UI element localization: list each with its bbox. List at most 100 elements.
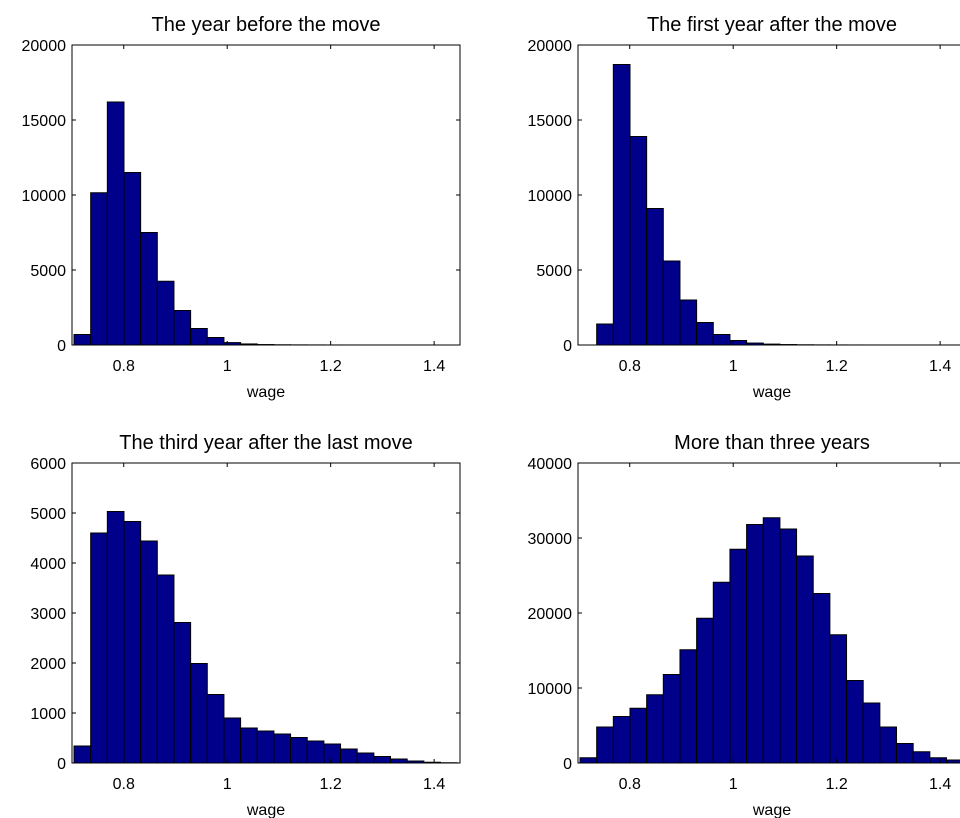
histogram-bar <box>141 233 158 346</box>
histogram-bar <box>597 324 614 345</box>
x-tick-label: 1.4 <box>423 776 445 793</box>
y-tick-label: 0 <box>57 338 66 355</box>
histogram-bar <box>647 695 664 763</box>
histogram-bar <box>647 209 664 346</box>
histogram-bar <box>613 717 630 764</box>
histogram-bar <box>274 734 291 763</box>
histogram-bar <box>913 752 930 763</box>
bars-group <box>74 512 457 764</box>
histogram-bar <box>663 261 680 345</box>
x-tick-label: 0.8 <box>619 358 641 375</box>
y-tick-label: 20000 <box>528 38 573 55</box>
x-axis-label: wage <box>246 384 285 401</box>
histogram-bar <box>224 718 241 763</box>
x-axis-label: wage <box>246 802 285 818</box>
histogram-bar <box>291 738 308 764</box>
x-tick-label: 0.8 <box>113 358 135 375</box>
subplot-before-move: The year before the move wage 0.8 1 1.2 1.4… <box>22 14 461 401</box>
histogram-bar <box>680 300 697 345</box>
histogram-bar <box>613 65 630 346</box>
subplot-third-year-after: The third year after the last move wage … <box>30 432 460 818</box>
y-tick-label: 15000 <box>22 113 67 130</box>
histogram-bar <box>207 338 224 346</box>
x-tick-label: 1.2 <box>320 358 342 375</box>
y-tick-label: 20000 <box>22 38 67 55</box>
histogram-bar <box>91 533 108 763</box>
histogram-bar <box>580 758 597 763</box>
chart-title: The year before the move <box>151 14 380 36</box>
histogram-bar <box>930 758 947 763</box>
histogram-bar <box>74 335 91 346</box>
y-tick-label: 30000 <box>528 531 573 548</box>
histogram-bar <box>241 728 258 763</box>
histogram-bar <box>630 708 647 763</box>
histogram-bar <box>374 757 391 764</box>
y-tick-label: 6000 <box>30 456 66 473</box>
bars-group <box>580 518 960 763</box>
x-axis-label: wage <box>752 802 791 818</box>
y-tick-label: 15000 <box>528 113 573 130</box>
chart-title: The first year after the move <box>647 14 897 36</box>
histogram-bar <box>863 703 880 763</box>
y-tick-label: 10000 <box>528 681 573 698</box>
histogram-bar <box>813 594 830 764</box>
subplot-more-than-three-years: More than three years wage 0.8 1 1.2 1.4 0 10… <box>528 432 960 818</box>
x-tick-label: 1 <box>223 358 232 375</box>
y-tick-label: 0 <box>563 338 572 355</box>
y-tick-label: 40000 <box>528 456 573 473</box>
x-tick-label: 1 <box>223 776 232 793</box>
histogram-bar <box>847 681 864 764</box>
histogram-bar <box>697 618 714 763</box>
histogram-bar <box>174 623 191 764</box>
histogram-bar <box>357 753 374 763</box>
histogram-bar <box>713 335 730 346</box>
histogram-bar <box>91 193 108 345</box>
histogram-bar <box>191 664 208 764</box>
y-tick-label: 5000 <box>30 263 66 280</box>
x-tick-label: 0.8 <box>113 776 135 793</box>
histogram-bar <box>391 759 408 763</box>
x-tick-label: 1 <box>729 776 738 793</box>
histogram-bar <box>897 744 914 764</box>
histogram-bar <box>663 675 680 764</box>
chart-title: The third year after the last move <box>119 432 412 454</box>
x-axis-label: wage <box>752 384 791 401</box>
y-tick-label: 4000 <box>30 556 66 573</box>
histogram-bar <box>124 522 141 764</box>
histogram-bar <box>257 731 274 763</box>
histogram-bar <box>107 102 124 345</box>
chart-title: More than three years <box>674 432 870 454</box>
y-tick-label: 5000 <box>536 263 572 280</box>
histogram-bar <box>880 727 897 763</box>
histogram-bar <box>107 512 124 764</box>
y-tick-label: 20000 <box>528 606 573 623</box>
y-tick-label: 0 <box>57 756 66 773</box>
ticks-group: 0.8 1 1.2 1.4 0 5000 10000 15000 20000 <box>22 38 461 375</box>
histogram-bar <box>763 518 780 763</box>
histogram-bar <box>730 341 747 346</box>
histogram-bar <box>780 529 797 763</box>
histogram-bar <box>797 556 814 763</box>
histogram-bar <box>157 281 174 345</box>
x-tick-label: 1.2 <box>826 358 848 375</box>
subplot-first-year-after: The first year after the move wage 0.8 1 1… <box>528 14 960 401</box>
y-tick-label: 5000 <box>30 506 66 523</box>
histogram-bar <box>74 746 91 763</box>
x-tick-label: 1 <box>729 358 738 375</box>
x-tick-label: 0.8 <box>619 776 641 793</box>
histogram-bar <box>630 137 647 346</box>
y-tick-label: 3000 <box>30 606 66 623</box>
x-tick-label: 1.4 <box>929 358 951 375</box>
histogram-bar <box>680 650 697 763</box>
histogram-bar <box>174 311 191 346</box>
histogram-bar <box>324 744 341 763</box>
ticks-group: 0.8 1 1.2 1.4 0 5000 10000 15000 20000 <box>528 38 960 375</box>
histogram-bar <box>207 695 224 764</box>
bars-group <box>74 102 440 345</box>
y-tick-label: 0 <box>563 756 572 773</box>
histogram-bar <box>141 541 158 763</box>
histogram-bar <box>597 727 614 763</box>
histogram-bar <box>747 525 764 764</box>
histogram-bar <box>730 549 747 763</box>
